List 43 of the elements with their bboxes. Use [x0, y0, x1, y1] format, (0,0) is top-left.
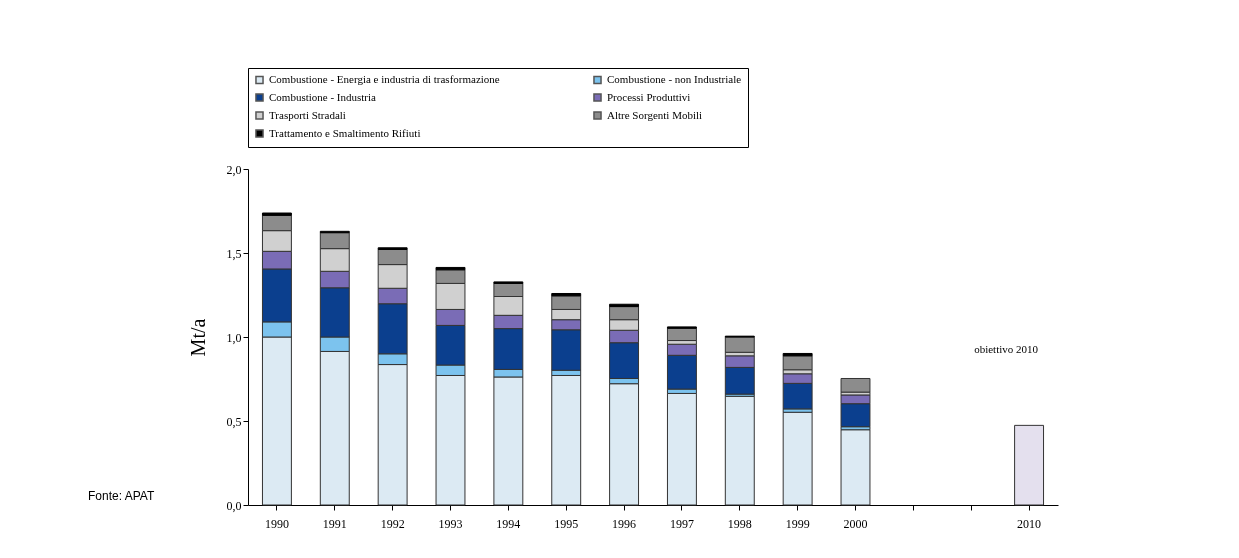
y-tick-label: 0,0: [226, 498, 242, 513]
bar: [666, 327, 697, 342]
bar: [840, 429, 871, 506]
x-tick-label: 1992: [380, 516, 405, 531]
x-tick-label: 1995: [554, 516, 579, 531]
x-tick-label: 2010: [1017, 516, 1042, 531]
x-tick-label: 1997: [669, 516, 694, 531]
y-tick-label: 0,5: [226, 414, 242, 429]
x-tick-label: 1991: [322, 516, 347, 531]
legend-label: Altre Sorgenti Mobili: [607, 108, 703, 121]
bar: [261, 212, 292, 216]
x-tick-label: 1993: [438, 516, 463, 531]
bar: [551, 374, 582, 506]
bar: [782, 411, 813, 506]
y-tick-label: 2,0: [226, 162, 242, 177]
bar: [782, 352, 813, 357]
bar: [609, 383, 640, 506]
x-tick-label: 2000: [843, 516, 868, 531]
legend-label: Processi Produttivi: [607, 90, 691, 103]
bar: [435, 266, 466, 271]
x-tick-label: 1990: [264, 516, 289, 531]
bar: [840, 378, 871, 393]
y-axis-title: Mt/a: [186, 318, 209, 357]
source-note: Fonte: APAT: [88, 489, 155, 503]
bar: [666, 392, 697, 506]
y-tick-label: 1,5: [226, 246, 242, 261]
x-tick-label: 1996: [612, 516, 637, 531]
legend-label: Combustione - non Industriale: [607, 72, 742, 85]
y-tick-label: 1,0: [226, 330, 242, 345]
annotation: obiettivo 2010: [974, 343, 1039, 355]
bar: [724, 336, 755, 353]
x-tick-label: 1994: [496, 516, 521, 531]
x-tick-label: 1999: [785, 516, 810, 531]
x-tick-label: 1998: [727, 516, 752, 531]
bar: [609, 303, 640, 308]
legend-label: Trasporti Stradali: [269, 108, 346, 121]
bar: [551, 292, 582, 297]
bar: [724, 395, 755, 506]
bar: [782, 355, 813, 371]
legend-label: Trattamento e Smaltimento Rifiuti: [269, 126, 421, 139]
bar: [1014, 424, 1045, 506]
legend-label: Combustione - Energia e industria di trasformazione: [269, 72, 500, 85]
legend-label: Combustione - Industria: [269, 90, 377, 103]
